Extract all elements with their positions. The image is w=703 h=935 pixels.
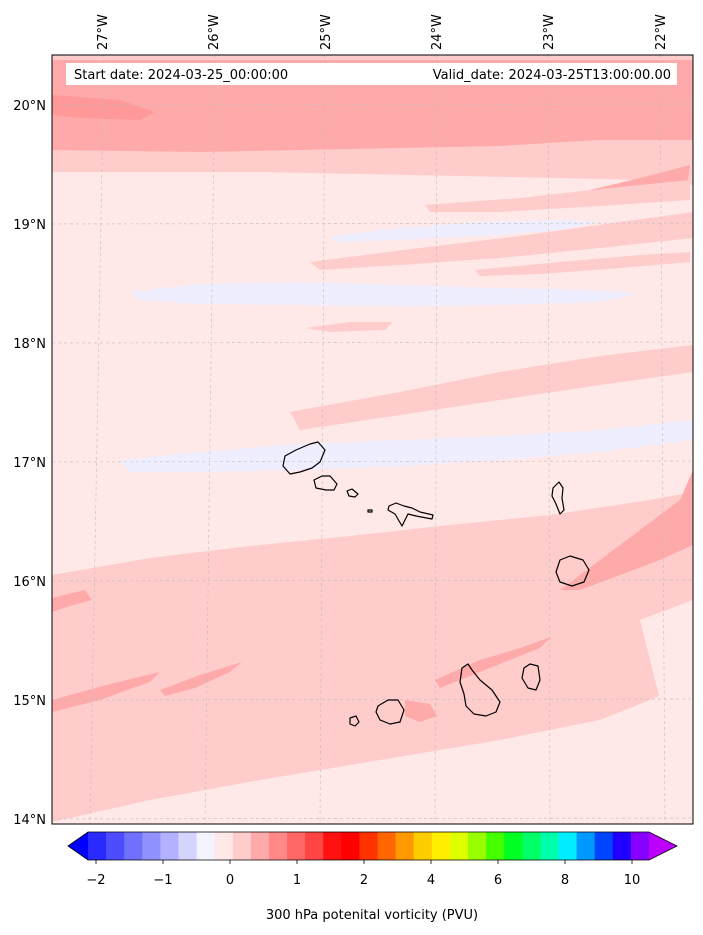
longitude-labels: 27°W 26°W 25°W 24°W 23°W 22°W xyxy=(96,14,669,50)
island-sal xyxy=(551,481,565,515)
pv-band-low-light2 xyxy=(640,600,693,700)
colorbar-segment xyxy=(232,832,252,860)
lon-label-22w: 22°W xyxy=(654,14,669,50)
lat-label-15n: 15°N xyxy=(13,694,46,709)
island-sao-nicolau xyxy=(387,502,434,527)
colorbar-segment xyxy=(377,832,397,860)
colorbar-segment xyxy=(341,832,360,860)
pv-band-low-light xyxy=(52,696,693,824)
colorbar-segment xyxy=(359,832,379,860)
cb-tick-label: 0 xyxy=(226,873,234,888)
colorbar-segment xyxy=(413,832,433,860)
colorbar-segment xyxy=(196,832,216,860)
lat-label-18n: 18°N xyxy=(13,337,46,352)
pv-band-mid4 xyxy=(475,252,690,276)
pv-band-low-strong6 xyxy=(405,700,437,722)
colorbar-segment xyxy=(160,832,179,860)
pv-band-low-strong2 xyxy=(52,672,160,712)
pv-band-low-strong4 xyxy=(435,637,551,688)
latitude-labels: 20°N 19°N 18°N 17°N 16°N 15°N 14°N xyxy=(13,99,46,828)
island-santa-luzia xyxy=(346,488,359,498)
pv-band-mid2 xyxy=(290,345,693,430)
pv-field xyxy=(52,55,693,824)
colorbar-segment xyxy=(504,832,523,860)
lon-label-23w: 23°W xyxy=(542,14,557,50)
colorbar-segment xyxy=(558,832,578,860)
lat-label-16n: 16°N xyxy=(13,575,46,590)
pv-band-low1 xyxy=(52,492,693,822)
colorbar-title: 300 hPa potenital vorticity (PVU) xyxy=(266,908,478,923)
island-boa-vista xyxy=(555,555,590,587)
colorbar-segment xyxy=(486,832,505,860)
lon-label-26w: 26°W xyxy=(207,14,222,50)
pv-band-mid3 xyxy=(305,322,392,332)
lon-label-25w: 25°W xyxy=(319,14,334,50)
island-branco xyxy=(367,509,373,513)
date-info-box xyxy=(66,63,677,85)
colorbar-extend-min xyxy=(68,832,88,860)
map-frame xyxy=(51,54,694,825)
colorbar-segment xyxy=(250,832,270,860)
island-santo-antao xyxy=(282,441,326,475)
cb-tick-label: 8 xyxy=(561,873,569,888)
valid-date-label: Valid_date: 2024-03-25T13:00:00.00 xyxy=(433,68,671,83)
colorbar-segment xyxy=(323,832,342,860)
pv-negative-band2 xyxy=(330,220,600,242)
colorbar-tick-labels: −2 −1 0 1 2 4 6 8 10 xyxy=(86,873,640,888)
island-sao-vicente xyxy=(313,475,338,491)
colorbar-segment xyxy=(576,832,596,860)
start-date-label: Start date: 2024-03-25_00:00:00 xyxy=(74,68,288,83)
colorbar-segment xyxy=(449,832,469,860)
colorbar-extend-max xyxy=(649,832,677,860)
colorbar xyxy=(67,831,678,864)
colorbar-segment xyxy=(305,832,324,860)
colorbar-segment xyxy=(468,832,487,860)
colorbar-segment xyxy=(88,832,107,860)
pv-streak-upper-mid xyxy=(425,180,690,212)
cb-tick-label: 1 xyxy=(293,873,301,888)
island-brava xyxy=(349,715,360,727)
colorbar-segment xyxy=(268,832,288,860)
island-santiago xyxy=(459,663,501,717)
colorbar-segment xyxy=(431,832,451,860)
colorbar-segment xyxy=(287,832,306,860)
lat-label-19n: 19°N xyxy=(13,218,46,233)
colorbar-segment xyxy=(522,832,541,860)
coastlines xyxy=(282,441,590,727)
colorbar-segment xyxy=(214,832,234,860)
lat-label-14n: 14°N xyxy=(13,813,46,828)
lat-label-20n: 20°N xyxy=(13,99,46,114)
cb-tick-label: −2 xyxy=(86,873,105,888)
colorbar-segment xyxy=(630,832,650,860)
pv-band-mid1 xyxy=(310,212,693,270)
lat-label-17n: 17°N xyxy=(13,456,46,471)
colorbar-segment xyxy=(594,832,614,860)
colorbar-segment xyxy=(106,832,125,860)
lon-label-24w: 24°W xyxy=(430,14,445,50)
colorbar-outline xyxy=(67,831,678,861)
lon-label-27w: 27°W xyxy=(96,14,111,50)
colorbar-segment xyxy=(395,832,415,860)
colorbar-segment xyxy=(612,832,632,860)
cb-tick-label: 2 xyxy=(360,873,368,888)
pv-band-low-strong5 xyxy=(560,470,693,590)
colorbar-segment xyxy=(124,832,143,860)
colorbar-segment xyxy=(540,832,560,860)
pv-negative-band3 xyxy=(120,420,693,472)
pv-band-low-strong1 xyxy=(160,662,242,696)
colorbar-segment xyxy=(142,832,161,860)
pv-band-top-core xyxy=(52,95,155,120)
cb-tick-label: 4 xyxy=(427,873,435,888)
island-fogo xyxy=(375,699,405,725)
pv-negative-band1 xyxy=(130,282,640,306)
cb-tick-label: 10 xyxy=(624,873,641,888)
colorbar-segment xyxy=(178,832,198,860)
island-maio xyxy=(521,663,541,691)
pv-band-low-strong3 xyxy=(52,590,92,612)
cb-tick-label: 6 xyxy=(494,873,502,888)
cb-tick-label: −1 xyxy=(153,873,172,888)
map-gridlines xyxy=(52,55,693,824)
